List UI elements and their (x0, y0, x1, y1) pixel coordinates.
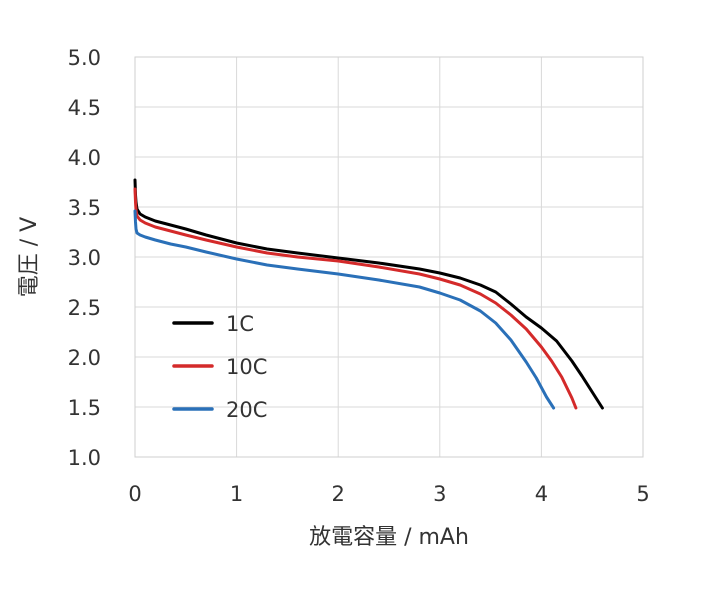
legend-label-10C: 10C (226, 355, 267, 379)
legend-label-20C: 20C (226, 398, 267, 422)
series-lines (133, 178, 604, 410)
x-tick-label-4: 4 (535, 482, 548, 506)
y-tick-label-0: 1.0 (68, 446, 101, 470)
series-line-1C (133, 178, 604, 410)
legend: 1C 10C 20C (172, 312, 267, 422)
x-tick-label-0: 0 (128, 482, 141, 506)
y-tick-label-5: 3.5 (68, 196, 101, 220)
y-tick-label-3: 2.5 (68, 296, 101, 320)
series-line-10C (133, 187, 578, 410)
x-axis-tick-labels: 0 1 2 3 4 5 (128, 482, 649, 506)
x-axis-title: 放電容量 / mAh (309, 525, 469, 550)
y-axis-tick-labels: 1.0 1.5 2.0 2.5 3.0 3.5 4.0 4.5 5.0 (68, 46, 101, 470)
series-line-20C (133, 209, 556, 410)
x-tick-label-3: 3 (433, 482, 446, 506)
x-tick-label-2: 2 (332, 482, 345, 506)
y-tick-label-4: 3.0 (68, 246, 101, 270)
legend-label-1C: 1C (226, 312, 254, 336)
x-tick-label-5: 5 (636, 482, 649, 506)
y-tick-label-7: 4.5 (68, 96, 101, 120)
y-tick-label-2: 2.0 (68, 346, 101, 370)
x-tick-label-1: 1 (230, 482, 243, 506)
y-tick-label-1: 1.5 (68, 396, 101, 420)
y-tick-label-8: 5.0 (68, 46, 101, 70)
y-axis-title: 電圧 / V (17, 217, 42, 297)
plot-area-frame (134, 56, 644, 458)
y-tick-label-6: 4.0 (68, 146, 101, 170)
grid (134, 56, 644, 458)
